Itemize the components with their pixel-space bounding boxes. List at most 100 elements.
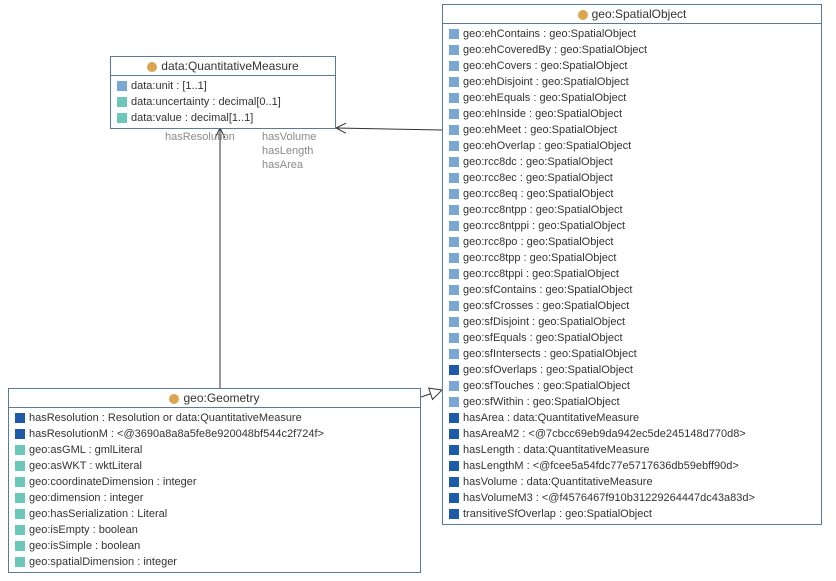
attribute-row: geo:dimension : integer bbox=[13, 490, 416, 506]
attribute-row: geo:ehMeet : geo:SpatialObject bbox=[447, 122, 817, 138]
attribute-row: hasLengthM : <@fcee5a54fdc77e5717636db59… bbox=[447, 458, 817, 474]
attribute-icon bbox=[449, 317, 459, 327]
attribute-icon bbox=[117, 81, 127, 91]
attribute-text: hasLengthM : <@fcee5a54fdc77e5717636db59… bbox=[463, 458, 739, 474]
attribute-icon bbox=[15, 493, 25, 503]
attribute-icon bbox=[449, 509, 459, 519]
attribute-row: geo:rcc8tppi : geo:SpatialObject bbox=[447, 266, 817, 282]
attribute-row: geo:ehCoveredBy : geo:SpatialObject bbox=[447, 42, 817, 58]
attribute-row: geo:asGML : gmlLiteral bbox=[13, 442, 416, 458]
class-title: geo:Geometry bbox=[9, 389, 420, 408]
class-spatial-object: geo:SpatialObject geo:ehContains : geo:S… bbox=[442, 4, 822, 525]
attribute-icon bbox=[449, 381, 459, 391]
attribute-text: geo:asGML : gmlLiteral bbox=[29, 442, 142, 458]
attribute-row: geo:ehCovers : geo:SpatialObject bbox=[447, 58, 817, 74]
attribute-row: geo:rcc8ntppi : geo:SpatialObject bbox=[447, 218, 817, 234]
attribute-row: hasResolutionM : <@3690a8a8a5fe8e920048b… bbox=[13, 426, 416, 442]
attribute-row: data:unit : [1..1] bbox=[115, 78, 331, 94]
attribute-text: geo:sfIntersects : geo:SpatialObject bbox=[463, 346, 637, 362]
attribute-row: geo:hasSerialization : Literal bbox=[13, 506, 416, 522]
attribute-row: geo:rcc8dc : geo:SpatialObject bbox=[447, 154, 817, 170]
attribute-text: geo:rcc8tpp : geo:SpatialObject bbox=[463, 250, 616, 266]
attribute-icon bbox=[449, 205, 459, 215]
class-geometry: geo:Geometry hasResolution : Resolution … bbox=[8, 388, 421, 573]
class-icon bbox=[578, 10, 588, 20]
attribute-row: geo:sfOverlaps : geo:SpatialObject bbox=[447, 362, 817, 378]
class-title-text: geo:SpatialObject bbox=[592, 7, 687, 21]
class-title: geo:SpatialObject bbox=[443, 5, 821, 24]
attribute-icon bbox=[15, 429, 25, 439]
attribute-row: hasAreaM2 : <@7cbcc69eb9da942ec5de245148… bbox=[447, 426, 817, 442]
attribute-icon bbox=[449, 93, 459, 103]
attribute-text: hasArea : data:QuantitativeMeasure bbox=[463, 410, 639, 426]
attribute-row: hasVolumeM3 : <@f4576467f910b31229264447… bbox=[447, 490, 817, 506]
attribute-text: geo:sfCrosses : geo:SpatialObject bbox=[463, 298, 629, 314]
class-icon bbox=[147, 62, 157, 72]
attribute-icon bbox=[449, 477, 459, 487]
assoc-label-hasvolume: hasVolume bbox=[262, 130, 316, 144]
attribute-row: hasArea : data:QuantitativeMeasure bbox=[447, 410, 817, 426]
attribute-text: geo:ehCovers : geo:SpatialObject bbox=[463, 58, 628, 74]
attribute-text: hasLength : data:QuantitativeMeasure bbox=[463, 442, 650, 458]
attribute-icon bbox=[449, 365, 459, 375]
attribute-row: geo:coordinateDimension : integer bbox=[13, 474, 416, 490]
attribute-text: geo:rcc8eq : geo:SpatialObject bbox=[463, 186, 613, 202]
attribute-icon bbox=[15, 557, 25, 567]
attribute-text: transitiveSfOverlap : geo:SpatialObject bbox=[463, 506, 652, 522]
attribute-text: geo:sfEquals : geo:SpatialObject bbox=[463, 330, 623, 346]
attribute-row: geo:asWKT : wktLiteral bbox=[13, 458, 416, 474]
attribute-icon bbox=[117, 97, 127, 107]
attribute-icon bbox=[449, 141, 459, 151]
attribute-icon bbox=[449, 461, 459, 471]
class-quantitative-measure: data:QuantitativeMeasure data:unit : [1.… bbox=[110, 56, 336, 129]
attribute-text: geo:sfWithin : geo:SpatialObject bbox=[463, 394, 620, 410]
attribute-text: geo:hasSerialization : Literal bbox=[29, 506, 167, 522]
attribute-text: data:uncertainty : decimal[0..1] bbox=[131, 94, 281, 110]
attribute-icon bbox=[449, 45, 459, 55]
attribute-row: geo:sfIntersects : geo:SpatialObject bbox=[447, 346, 817, 362]
class-title: data:QuantitativeMeasure bbox=[111, 57, 335, 76]
attribute-row: transitiveSfOverlap : geo:SpatialObject bbox=[447, 506, 817, 522]
attribute-text: geo:rcc8ec : geo:SpatialObject bbox=[463, 170, 613, 186]
attribute-text: geo:spatialDimension : integer bbox=[29, 554, 177, 570]
class-body: data:unit : [1..1]data:uncertainty : dec… bbox=[111, 76, 335, 128]
attribute-text: geo:ehInside : geo:SpatialObject bbox=[463, 106, 622, 122]
attribute-icon bbox=[449, 301, 459, 311]
attribute-text: geo:dimension : integer bbox=[29, 490, 143, 506]
attribute-text: geo:rcc8tppi : geo:SpatialObject bbox=[463, 266, 619, 282]
attribute-text: geo:ehOverlap : geo:SpatialObject bbox=[463, 138, 631, 154]
attribute-icon bbox=[15, 461, 25, 471]
attribute-icon bbox=[15, 541, 25, 551]
attribute-row: geo:rcc8tpp : geo:SpatialObject bbox=[447, 250, 817, 266]
attribute-row: geo:isSimple : boolean bbox=[13, 538, 416, 554]
attribute-text: geo:sfOverlaps : geo:SpatialObject bbox=[463, 362, 633, 378]
class-title-text: data:QuantitativeMeasure bbox=[161, 59, 298, 73]
attribute-row: data:uncertainty : decimal[0..1] bbox=[115, 94, 331, 110]
attribute-row: geo:ehOverlap : geo:SpatialObject bbox=[447, 138, 817, 154]
attribute-row: geo:sfCrosses : geo:SpatialObject bbox=[447, 298, 817, 314]
attribute-row: data:value : decimal[1..1] bbox=[115, 110, 331, 126]
attribute-row: hasResolution : Resolution or data:Quant… bbox=[13, 410, 416, 426]
edge-spatial-to-qm bbox=[336, 128, 442, 130]
attribute-icon bbox=[15, 445, 25, 455]
attribute-text: geo:ehCoveredBy : geo:SpatialObject bbox=[463, 42, 647, 58]
attribute-icon bbox=[449, 285, 459, 295]
attribute-icon bbox=[449, 221, 459, 231]
attribute-icon bbox=[449, 429, 459, 439]
attribute-row: geo:sfWithin : geo:SpatialObject bbox=[447, 394, 817, 410]
attribute-icon bbox=[449, 109, 459, 119]
attribute-text: geo:sfTouches : geo:SpatialObject bbox=[463, 378, 630, 394]
attribute-icon bbox=[449, 125, 459, 135]
attribute-icon bbox=[449, 173, 459, 183]
attribute-row: geo:ehEquals : geo:SpatialObject bbox=[447, 90, 817, 106]
attribute-text: hasVolume : data:QuantitativeMeasure bbox=[463, 474, 653, 490]
attribute-row: hasLength : data:QuantitativeMeasure bbox=[447, 442, 817, 458]
attribute-row: geo:rcc8eq : geo:SpatialObject bbox=[447, 186, 817, 202]
attribute-row: geo:sfTouches : geo:SpatialObject bbox=[447, 378, 817, 394]
attribute-text: hasAreaM2 : <@7cbcc69eb9da942ec5de245148… bbox=[463, 426, 746, 442]
attribute-row: geo:rcc8ntpp : geo:SpatialObject bbox=[447, 202, 817, 218]
attribute-row: geo:ehDisjoint : geo:SpatialObject bbox=[447, 74, 817, 90]
attribute-icon bbox=[449, 253, 459, 263]
attribute-icon bbox=[449, 333, 459, 343]
attribute-row: hasVolume : data:QuantitativeMeasure bbox=[447, 474, 817, 490]
